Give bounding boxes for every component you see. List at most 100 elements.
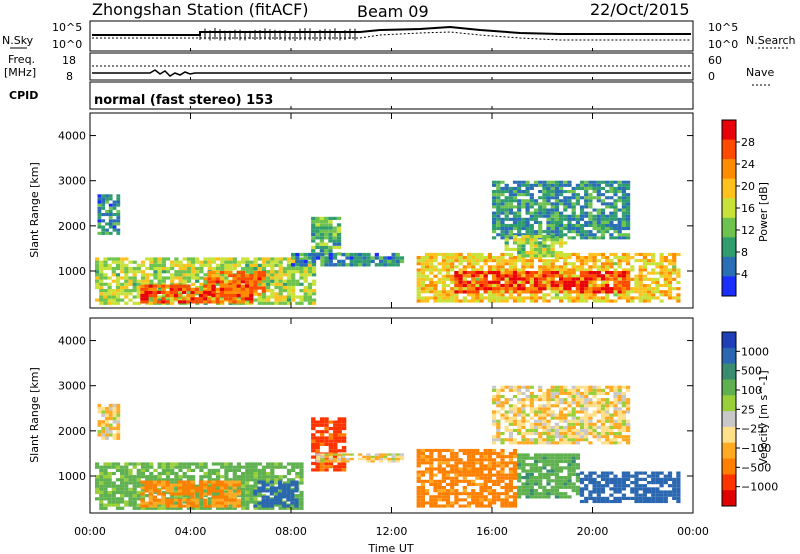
heatmap-cell <box>605 499 610 504</box>
heatmap-cell <box>224 294 229 298</box>
heatmap-cell <box>186 506 191 510</box>
heatmap-cell <box>324 263 329 267</box>
heatmap-cell <box>613 441 618 445</box>
heatmap-cell <box>112 206 117 210</box>
heatmap-cell <box>450 296 455 300</box>
heatmap-cell <box>600 199 606 203</box>
heatmap-cell <box>99 503 104 507</box>
heatmap-cell <box>425 448 430 452</box>
heatmap-cell <box>621 435 626 439</box>
heatmap-cell <box>232 294 237 298</box>
heatmap-cell <box>621 271 626 275</box>
heatmap-cell <box>425 290 430 294</box>
heatmap-cell <box>492 448 497 452</box>
heatmap-cell <box>97 203 102 207</box>
heatmap-cell <box>554 238 559 242</box>
heatmap-cell <box>508 283 513 288</box>
heatmap-cell <box>441 458 446 462</box>
heatmap-cell <box>219 290 224 294</box>
heatmap-cell <box>563 459 568 464</box>
heatmap-cell <box>563 435 568 439</box>
heatmap-cell <box>228 495 233 499</box>
heatmap-cell <box>170 279 175 283</box>
heatmap-cell <box>517 211 522 215</box>
heatmap-cell <box>170 301 175 305</box>
heatmap-cell <box>567 220 572 224</box>
heatmap-cell <box>554 492 559 496</box>
heatmap-cell <box>161 282 166 286</box>
heatmap-cell <box>420 280 425 284</box>
heatmap-cell <box>521 456 526 460</box>
heatmap-cell <box>232 257 237 261</box>
heatmap-cell <box>466 271 472 275</box>
heatmap-cell <box>676 490 681 494</box>
heatmap-cell <box>105 209 109 213</box>
heatmap-cell <box>203 471 208 476</box>
heatmap-cell <box>425 265 430 269</box>
heatmap-cell <box>165 468 171 472</box>
heatmap-cell <box>199 465 204 469</box>
heatmap-cell <box>240 277 245 281</box>
heatmap-cell <box>542 422 547 426</box>
heatmap-cell <box>626 186 631 190</box>
heatmap-cell <box>450 458 455 462</box>
heatmap-cell <box>120 490 125 495</box>
heatmap-cell <box>157 295 162 299</box>
heatmap-cell <box>420 495 425 499</box>
heatmap-cell <box>161 284 166 288</box>
heatmap-cell <box>504 262 509 266</box>
heatmap-cell <box>542 492 547 496</box>
heatmap-cell <box>311 439 316 443</box>
heatmap-cell <box>273 501 278 505</box>
heatmap-cell <box>319 423 325 427</box>
heatmap-cell <box>145 468 150 472</box>
heatmap-cell <box>140 284 145 288</box>
heatmap-cell <box>124 295 129 299</box>
heatmap-cell <box>567 479 572 483</box>
heatmap-cell <box>315 245 320 249</box>
heatmap-cell <box>107 285 112 290</box>
heatmap-cell <box>99 289 104 293</box>
heatmap-cell <box>554 488 559 493</box>
heatmap-cell <box>99 478 104 482</box>
heatmap-cell <box>508 407 513 411</box>
heatmap-cell <box>437 458 442 462</box>
heatmap-cell <box>95 465 100 469</box>
heatmap-cell <box>420 299 425 303</box>
heatmap-cell <box>253 289 258 293</box>
heatmap-cell <box>563 407 568 411</box>
heatmap-cell <box>245 487 250 491</box>
heatmap-cell <box>559 453 564 457</box>
heatmap-cell <box>559 428 564 432</box>
heatmap-cell <box>228 297 233 301</box>
heatmap-cell <box>571 385 576 389</box>
heatmap-cell <box>224 297 229 301</box>
heatmap-cell <box>609 404 614 408</box>
heatmap-cell <box>512 395 518 399</box>
heatmap-cell <box>454 287 459 291</box>
heatmap-cell <box>525 211 530 215</box>
heatmap-cell <box>265 504 270 508</box>
heatmap-cell <box>659 496 664 500</box>
heatmap-cell <box>672 256 677 260</box>
heatmap-cell <box>203 257 208 261</box>
heatmap-cell <box>290 483 295 487</box>
heatmap-cell <box>245 506 250 510</box>
heatmap-cell <box>228 503 233 507</box>
heatmap-cell <box>646 290 652 294</box>
heatmap-cell <box>153 276 158 280</box>
heatmap-cell <box>651 490 656 494</box>
heatmap-cell <box>97 231 102 235</box>
heatmap-cell <box>261 501 266 505</box>
heatmap-cell <box>500 296 505 300</box>
heatmap-cell <box>512 190 518 194</box>
heatmap-cell <box>517 428 522 432</box>
heatmap-cell <box>504 199 509 203</box>
heatmap-cell <box>512 299 518 303</box>
heatmap-cell <box>554 459 559 464</box>
heatmap-cell <box>216 506 221 510</box>
heatmap-cell <box>450 467 455 471</box>
heatmap-cell <box>613 496 618 500</box>
heatmap-cell <box>315 216 320 220</box>
heatmap-cell <box>169 284 174 288</box>
